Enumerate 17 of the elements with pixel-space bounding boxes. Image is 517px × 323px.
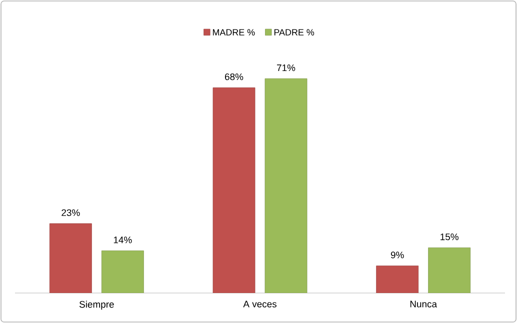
data-label: 15% [440,234,458,240]
x-tick-label: Nunca [410,300,438,308]
bar [376,266,419,293]
bar [428,248,471,293]
data-label: 14% [114,236,132,244]
legend-label: PADRE % [274,29,314,36]
x-tick-label: Siempre [79,300,114,310]
bar [212,87,256,293]
bar [101,250,144,293]
data-label: 68% [225,73,244,80]
data-label: 71% [277,64,296,72]
data-label: 9% [390,252,404,258]
x-tick-label: A veces [243,300,276,308]
data-label: 23% [62,209,80,216]
legend-label: MADRE % [212,29,255,36]
bar [264,78,308,293]
bar [49,223,92,293]
